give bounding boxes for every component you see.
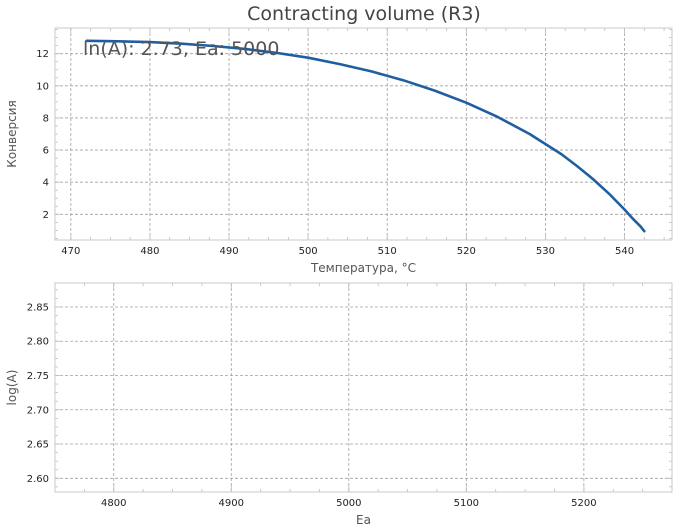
x-tick-label: 470 (61, 246, 80, 257)
y-tick-label: 2.80 (27, 337, 49, 348)
conversion-curve (85, 39, 646, 233)
x-tick-label: 480 (140, 246, 159, 257)
y-tick-label: 2 (43, 210, 49, 221)
y-axis-label: log(A) (5, 370, 19, 406)
y-tick-label: 6 (43, 146, 49, 157)
y-axis-label: Конверсия (5, 100, 19, 167)
conversion-chart-grid (55, 28, 672, 240)
x-tick-label: 540 (615, 246, 634, 257)
conversion-chart-frame (54, 27, 673, 241)
y-tick-label: 10 (36, 81, 49, 92)
x-tick-label: 5000 (336, 498, 361, 509)
chart-annotation: ln(A): 2.73, Ea: 5000 (83, 38, 279, 60)
x-axis-label: Ea (356, 513, 371, 527)
y-tick-label: 12 (36, 49, 49, 60)
y-tick-label: 2.70 (27, 405, 49, 416)
parameter-chart-grid (55, 283, 672, 492)
x-tick-label: 4800 (101, 498, 126, 509)
conversion-chart-tick-labels: 470 480 490 500 510 520 530 540 2 4 6 8 10 12 (36, 49, 634, 257)
x-tick-label: 500 (299, 246, 318, 257)
y-tick-label: 2.85 (27, 302, 49, 313)
parameter-chart-ticks (54, 283, 673, 492)
x-tick-label: 5100 (454, 498, 479, 509)
x-tick-label: 490 (219, 246, 238, 257)
y-tick-label: 2.60 (27, 474, 49, 485)
parameter-chart-frame (54, 282, 673, 493)
x-tick-label: 520 (457, 246, 476, 257)
parameter-chart-tick-labels: 4800 4900 5000 5100 5200 2.60 2.65 2.70 2.75 2.80… (27, 302, 597, 509)
x-tick-label: 4900 (219, 498, 244, 509)
x-tick-label: 5200 (571, 498, 596, 509)
y-tick-label: 4 (43, 178, 49, 189)
x-tick-label: 530 (536, 246, 555, 257)
x-tick-label: 510 (378, 246, 397, 257)
y-tick-label: 2.65 (27, 440, 49, 451)
parameter-chart: 4800 4900 5000 5100 5200 2.60 2.65 2.70 2.75 2.80… (5, 282, 673, 527)
conversion-chart-plot (85, 39, 646, 233)
y-tick-label: 8 (43, 113, 49, 124)
chart-title: Contracting volume (R3) (247, 3, 481, 25)
y-tick-label: 2.75 (27, 371, 49, 382)
conversion-chart: 470 480 490 500 510 520 530 540 2 4 6 8 10 12 Contrac… (5, 3, 673, 275)
x-axis-label: Температура, °C (310, 261, 416, 275)
